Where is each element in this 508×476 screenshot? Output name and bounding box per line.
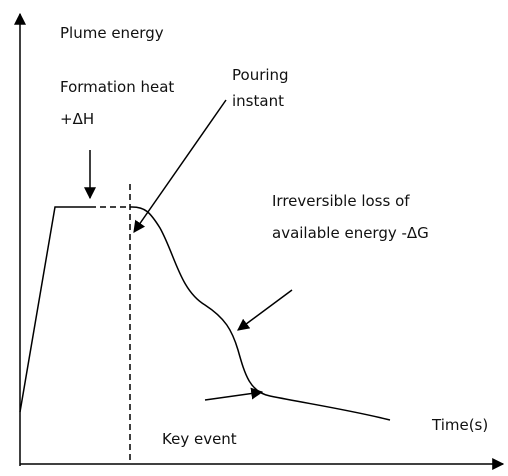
annotation: +ΔH bbox=[60, 110, 94, 128]
y-axis-label: Plume energy bbox=[60, 24, 164, 42]
annotation: Irreversible loss of bbox=[272, 192, 410, 210]
annotation: available energy -ΔG bbox=[272, 224, 429, 242]
annotation: Key event bbox=[162, 430, 237, 448]
annotation: instant bbox=[232, 92, 284, 110]
x-axis-label: Time(s) bbox=[431, 416, 488, 434]
arrow bbox=[133, 99, 227, 233]
annotation: Pouring bbox=[232, 66, 289, 84]
energy-curve bbox=[131, 206, 391, 421]
annotation: Formation heat bbox=[60, 78, 174, 96]
arrow bbox=[204, 387, 264, 401]
curve-rise bbox=[19, 206, 90, 413]
arrow bbox=[237, 289, 293, 331]
